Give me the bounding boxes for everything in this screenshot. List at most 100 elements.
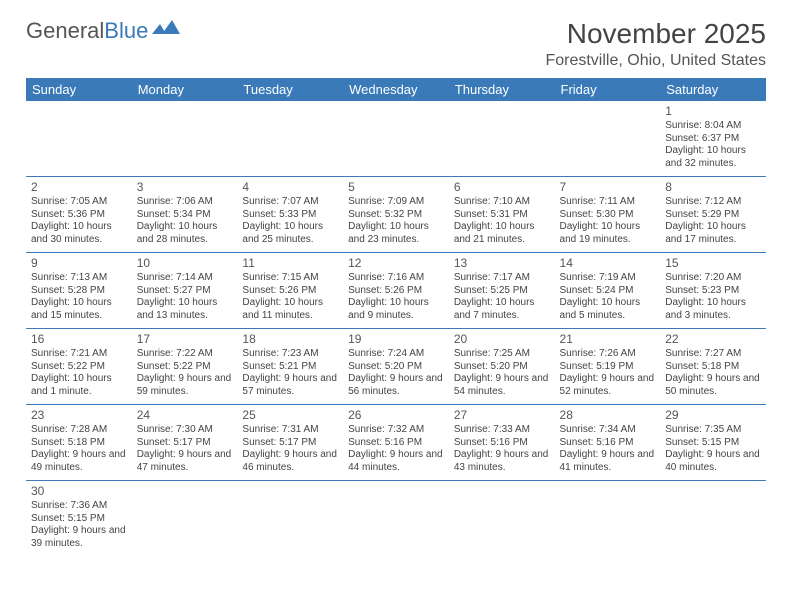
sunrise-text: Sunrise: 7:31 AM — [242, 424, 338, 437]
sunrise-text: Sunrise: 7:25 AM — [454, 348, 550, 361]
sunset-text: Sunset: 5:26 PM — [242, 285, 338, 298]
calendar-day-cell: 25Sunrise: 7:31 AMSunset: 5:17 PMDayligh… — [237, 405, 343, 481]
sunrise-text: Sunrise: 7:19 AM — [560, 272, 656, 285]
day-number: 17 — [137, 332, 233, 347]
calendar-day-cell: 15Sunrise: 7:20 AMSunset: 5:23 PMDayligh… — [660, 253, 766, 329]
sunrise-text: Sunrise: 7:05 AM — [31, 196, 127, 209]
calendar-day-cell: 20Sunrise: 7:25 AMSunset: 5:20 PMDayligh… — [449, 329, 555, 405]
logo-text-1: General — [26, 18, 104, 44]
day-number: 2 — [31, 180, 127, 195]
day-number: 1 — [665, 104, 761, 119]
sunset-text: Sunset: 5:20 PM — [348, 361, 444, 374]
day-number: 14 — [560, 256, 656, 271]
weekday-header: Sunday — [26, 78, 132, 101]
sunrise-text: Sunrise: 7:34 AM — [560, 424, 656, 437]
day-number: 15 — [665, 256, 761, 271]
day-number: 30 — [31, 484, 127, 499]
calendar-day-cell: 29Sunrise: 7:35 AMSunset: 5:15 PMDayligh… — [660, 405, 766, 481]
sunrise-text: Sunrise: 7:28 AM — [31, 424, 127, 437]
day-number: 6 — [454, 180, 550, 195]
calendar-day-cell — [26, 101, 132, 177]
day-number: 20 — [454, 332, 550, 347]
daylight-text: Daylight: 9 hours and 52 minutes. — [560, 373, 656, 398]
calendar-day-cell: 21Sunrise: 7:26 AMSunset: 5:19 PMDayligh… — [555, 329, 661, 405]
calendar-day-cell: 19Sunrise: 7:24 AMSunset: 5:20 PMDayligh… — [343, 329, 449, 405]
calendar-body: 1Sunrise: 8:04 AMSunset: 6:37 PMDaylight… — [26, 101, 766, 556]
calendar-week-row: 30Sunrise: 7:36 AMSunset: 5:15 PMDayligh… — [26, 481, 766, 557]
daylight-text: Daylight: 10 hours and 7 minutes. — [454, 297, 550, 322]
daylight-text: Daylight: 10 hours and 21 minutes. — [454, 221, 550, 246]
daylight-text: Daylight: 10 hours and 19 minutes. — [560, 221, 656, 246]
sunset-text: Sunset: 5:33 PM — [242, 209, 338, 222]
daylight-text: Daylight: 9 hours and 41 minutes. — [560, 449, 656, 474]
day-number: 29 — [665, 408, 761, 423]
calendar-day-cell: 23Sunrise: 7:28 AMSunset: 5:18 PMDayligh… — [26, 405, 132, 481]
daylight-text: Daylight: 10 hours and 5 minutes. — [560, 297, 656, 322]
day-number: 9 — [31, 256, 127, 271]
calendar-day-cell — [343, 101, 449, 177]
day-number: 13 — [454, 256, 550, 271]
sunrise-text: Sunrise: 8:04 AM — [665, 120, 761, 133]
weekday-header: Wednesday — [343, 78, 449, 101]
day-number: 19 — [348, 332, 444, 347]
day-number: 10 — [137, 256, 233, 271]
sunset-text: Sunset: 5:25 PM — [454, 285, 550, 298]
day-number: 21 — [560, 332, 656, 347]
sunset-text: Sunset: 5:24 PM — [560, 285, 656, 298]
calendar-day-cell: 9Sunrise: 7:13 AMSunset: 5:28 PMDaylight… — [26, 253, 132, 329]
logo-flag-icon — [152, 18, 180, 44]
daylight-text: Daylight: 10 hours and 23 minutes. — [348, 221, 444, 246]
sunrise-text: Sunrise: 7:21 AM — [31, 348, 127, 361]
calendar-day-cell — [449, 481, 555, 557]
sunset-text: Sunset: 5:27 PM — [137, 285, 233, 298]
daylight-text: Daylight: 9 hours and 47 minutes. — [137, 449, 233, 474]
daylight-text: Daylight: 9 hours and 44 minutes. — [348, 449, 444, 474]
calendar-day-cell: 26Sunrise: 7:32 AMSunset: 5:16 PMDayligh… — [343, 405, 449, 481]
sunset-text: Sunset: 5:34 PM — [137, 209, 233, 222]
sunset-text: Sunset: 5:28 PM — [31, 285, 127, 298]
sunrise-text: Sunrise: 7:12 AM — [665, 196, 761, 209]
sunset-text: Sunset: 5:16 PM — [454, 437, 550, 450]
day-number: 22 — [665, 332, 761, 347]
calendar-week-row: 1Sunrise: 8:04 AMSunset: 6:37 PMDaylight… — [26, 101, 766, 177]
day-number: 25 — [242, 408, 338, 423]
calendar-day-cell — [132, 481, 238, 557]
calendar-day-cell — [132, 101, 238, 177]
sunset-text: Sunset: 5:15 PM — [665, 437, 761, 450]
weekday-header: Tuesday — [237, 78, 343, 101]
daylight-text: Daylight: 10 hours and 15 minutes. — [31, 297, 127, 322]
sunset-text: Sunset: 5:36 PM — [31, 209, 127, 222]
daylight-text: Daylight: 9 hours and 50 minutes. — [665, 373, 761, 398]
calendar-day-cell: 30Sunrise: 7:36 AMSunset: 5:15 PMDayligh… — [26, 481, 132, 557]
sunrise-text: Sunrise: 7:09 AM — [348, 196, 444, 209]
calendar-day-cell — [237, 481, 343, 557]
calendar-day-cell: 17Sunrise: 7:22 AMSunset: 5:22 PMDayligh… — [132, 329, 238, 405]
daylight-text: Daylight: 9 hours and 43 minutes. — [454, 449, 550, 474]
sunset-text: Sunset: 5:21 PM — [242, 361, 338, 374]
sunset-text: Sunset: 5:32 PM — [348, 209, 444, 222]
day-number: 11 — [242, 256, 338, 271]
calendar-day-cell: 6Sunrise: 7:10 AMSunset: 5:31 PMDaylight… — [449, 177, 555, 253]
calendar-table: Sunday Monday Tuesday Wednesday Thursday… — [26, 78, 766, 556]
sunset-text: Sunset: 5:22 PM — [137, 361, 233, 374]
day-number: 4 — [242, 180, 338, 195]
sunrise-text: Sunrise: 7:17 AM — [454, 272, 550, 285]
sunset-text: Sunset: 5:17 PM — [137, 437, 233, 450]
sunrise-text: Sunrise: 7:24 AM — [348, 348, 444, 361]
day-number: 23 — [31, 408, 127, 423]
sunrise-text: Sunrise: 7:35 AM — [665, 424, 761, 437]
daylight-text: Daylight: 10 hours and 32 minutes. — [665, 145, 761, 170]
day-number: 12 — [348, 256, 444, 271]
sunset-text: Sunset: 6:37 PM — [665, 133, 761, 146]
day-number: 8 — [665, 180, 761, 195]
calendar-day-cell: 2Sunrise: 7:05 AMSunset: 5:36 PMDaylight… — [26, 177, 132, 253]
sunset-text: Sunset: 5:22 PM — [31, 361, 127, 374]
sunset-text: Sunset: 5:16 PM — [560, 437, 656, 450]
day-number: 3 — [137, 180, 233, 195]
header: GeneralBlue November 2025 Forestville, O… — [26, 18, 766, 70]
sunset-text: Sunset: 5:26 PM — [348, 285, 444, 298]
location: Forestville, Ohio, United States — [545, 52, 766, 70]
calendar-week-row: 16Sunrise: 7:21 AMSunset: 5:22 PMDayligh… — [26, 329, 766, 405]
daylight-text: Daylight: 10 hours and 17 minutes. — [665, 221, 761, 246]
daylight-text: Daylight: 10 hours and 9 minutes. — [348, 297, 444, 322]
